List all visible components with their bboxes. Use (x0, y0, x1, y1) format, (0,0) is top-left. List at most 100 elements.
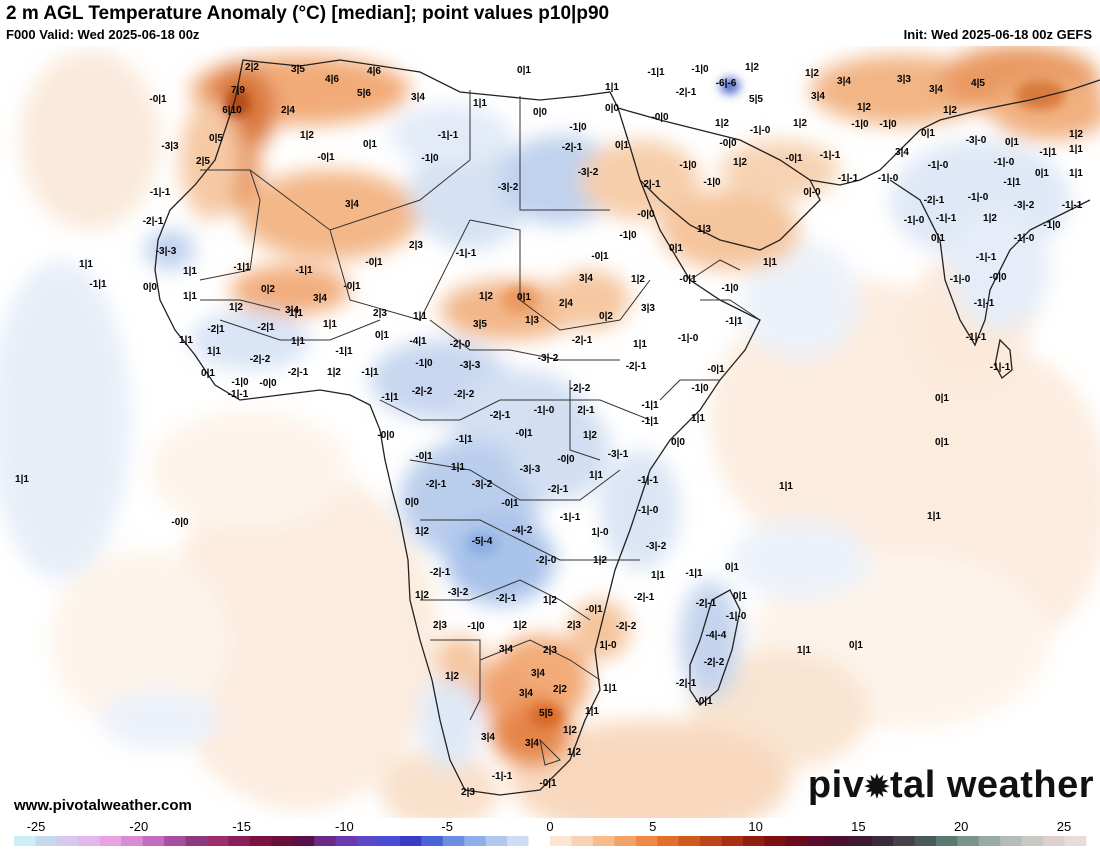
colorbar-swatch (464, 836, 487, 846)
point-value-label: -0|1 (343, 281, 361, 292)
point-value-label: -2|-2 (250, 354, 271, 365)
point-value-label: -1|1 (89, 279, 107, 290)
colorbar-tick-label: 10 (748, 819, 762, 834)
colorbar-swatch (571, 836, 594, 846)
point-value-label: 6|10 (222, 105, 242, 116)
point-value-label: -3|3 (161, 141, 179, 152)
point-value-label: -2|-2 (616, 621, 637, 632)
point-value-label: -0|1 (707, 364, 725, 375)
anomaly-shading (0, 46, 1100, 818)
point-values: 2|2 3|54|64|67|9-0|16|10 2|45|6 3|41|10|00|… (15, 62, 1083, 798)
point-value-label: 0|1 (935, 437, 949, 448)
point-value-label: -6|-6 (716, 78, 737, 89)
point-value-label: 0|0 (605, 103, 619, 114)
point-value-label: 2|4 (559, 298, 573, 309)
colorbar-swatch (871, 836, 894, 846)
point-value-label: 1|1 (927, 511, 941, 522)
colorbar-swatch (807, 836, 830, 846)
point-value-label: -4|1 (409, 336, 427, 347)
colorbar-swatch (507, 836, 529, 846)
point-value-label: 5|5 (539, 708, 553, 719)
colorbar-swatch (249, 836, 272, 846)
colorbar-swatch (935, 836, 958, 846)
point-value-label: -2|-1 (696, 598, 717, 609)
colorbar-tick-label: -15 (232, 819, 251, 834)
colorbar: -25 -20 -15 -10 -5 0 5 10 15 20 25 (0, 818, 1100, 850)
point-value-label: -0|0 (651, 112, 669, 123)
point-value-label: 0|1 (517, 292, 531, 303)
point-value-label: -1|0 (1043, 220, 1061, 231)
point-value-label: -3|-2 (472, 479, 493, 490)
valid-time: F000 Valid: Wed 2025-06-18 00z (6, 27, 200, 42)
point-value-label: 1|3 (697, 224, 711, 235)
point-value-label: 0|1 (1035, 168, 1049, 179)
point-value-label: -0|1 (539, 778, 557, 789)
point-value-label: -1|-0 (750, 125, 771, 136)
point-value-label: -3|-1 (608, 449, 629, 460)
point-value-label: -1|1 (647, 67, 665, 78)
point-value-label: -0|1 (585, 604, 603, 615)
point-value-label: -0|1 (591, 251, 609, 262)
point-value-label: 2|3 (433, 620, 447, 631)
point-value-label: 2|3 (461, 787, 475, 798)
point-value-label: 1|2 (567, 747, 581, 758)
point-value-label: 0|1 (375, 330, 389, 341)
colorbar-swatch (550, 836, 572, 846)
point-value-label: 1|1 (585, 706, 599, 717)
point-value-label: 1|1 (1069, 168, 1083, 179)
colorbar-swatch (121, 836, 144, 846)
point-value-label: 0|1 (615, 140, 629, 151)
point-value-label: -3|-2 (646, 541, 667, 552)
point-value-label: -2|-1 (430, 567, 451, 578)
point-value-label: 1|-0 (591, 527, 609, 538)
point-value-label: -2|-1 (626, 361, 647, 372)
point-value-label: 0|2 (599, 311, 613, 322)
point-value-label: -2|-1 (676, 87, 697, 98)
anomaly-map: 2|2 3|54|64|67|9-0|16|10 2|45|6 3|41|10|00|… (0, 46, 1100, 818)
point-value-label: 1|-0 (599, 640, 617, 651)
point-value-label: -1|0 (679, 160, 697, 171)
colorbar-swatch (378, 836, 401, 846)
point-value-label: -1|1 (455, 434, 473, 445)
point-value-label: -1|1 (361, 367, 379, 378)
point-value-label: 1|2 (857, 102, 871, 113)
point-value-label: -3|-3 (520, 464, 541, 475)
point-value-label: 3|3 (641, 303, 655, 314)
colorbar-swatch (292, 836, 315, 846)
point-value-label: 1|2 (415, 526, 429, 537)
website-url[interactable]: www.pivotalweather.com (14, 797, 192, 814)
point-value-label: 1|2 (631, 274, 645, 285)
point-value-label: -3|-2 (578, 167, 599, 178)
point-value-label: 3|4 (525, 738, 539, 749)
point-value-label: 1|2 (229, 302, 243, 313)
brand-right: tal weather (889, 764, 1094, 806)
point-value-label: 1|2 (715, 118, 729, 129)
colorbar-swatch (764, 836, 787, 846)
point-value-label: 1|1 (183, 291, 197, 302)
point-value-label: 3|4 (895, 147, 909, 158)
point-value-label: -3|-3 (156, 246, 177, 257)
point-value-label: -1|1 (381, 392, 399, 403)
point-value-label: 5|6 (357, 88, 371, 99)
colorbar-swatch (399, 836, 422, 846)
colorbar-swatch (271, 836, 294, 846)
point-value-label: -1|-1 (560, 512, 581, 523)
point-value-label: 1|1 (473, 98, 487, 109)
colorbar-swatch (978, 836, 1001, 846)
colorbar-swatch (421, 836, 444, 846)
point-value-label: -1|1 (233, 262, 251, 273)
point-value-label: -1|0 (721, 283, 739, 294)
point-value-label: -3|-2 (448, 587, 469, 598)
point-value-label: -0|0 (259, 378, 277, 389)
point-value-label: 2|2 (553, 684, 567, 695)
colorbar-swatch (528, 836, 551, 846)
gear-icon: ✹ (864, 771, 890, 804)
point-value-label: 0|1 (921, 128, 935, 139)
point-value-label: -2|-1 (426, 479, 447, 490)
point-value-label: -2|-2 (570, 383, 591, 394)
point-value-label: -1|-1 (966, 332, 987, 343)
point-value-label: -2|-1 (143, 216, 164, 227)
point-value-label: -3|-2 (538, 353, 559, 364)
colorbar-swatch (78, 836, 101, 846)
point-value-label: 1|2 (1069, 129, 1083, 140)
